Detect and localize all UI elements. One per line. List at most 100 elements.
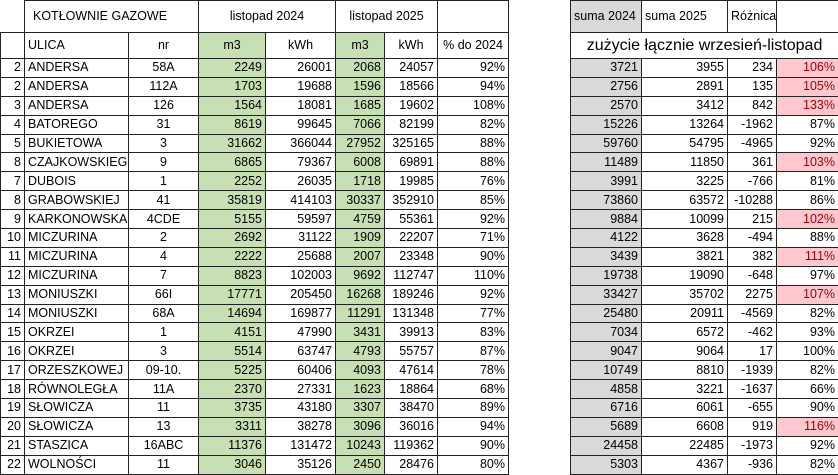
sum-percent: 97% (777, 266, 838, 285)
kwh-2024: 59597 (266, 210, 336, 229)
sum-2024: 10749 (571, 361, 642, 380)
m3-2025: 1623 (336, 380, 385, 399)
sum-2024: 3439 (571, 247, 642, 266)
gap (509, 210, 571, 229)
gap (509, 361, 571, 380)
m3-2024: 31662 (199, 134, 266, 153)
sum-2024: 3721 (571, 59, 642, 78)
difference: 919 (728, 417, 777, 436)
street: SŁOWICZA (25, 417, 129, 436)
m3-2025: 30337 (336, 191, 385, 210)
street: KARKONOWSKA (25, 210, 129, 229)
building-number: 126 (129, 96, 199, 115)
street: ANDERSA (25, 96, 129, 115)
gap (509, 96, 571, 115)
kwh-2025: 352910 (385, 191, 438, 210)
difference: -1973 (728, 436, 777, 455)
column-header: nr (129, 33, 199, 59)
sum-percent: 66% (777, 380, 838, 399)
kwh-2024: 26035 (266, 172, 336, 191)
sum-percent: 90% (777, 399, 838, 418)
sum-percent: 107% (777, 285, 838, 304)
kwh-2024: 131472 (266, 436, 336, 455)
kwh-2025: 36016 (385, 417, 438, 436)
difference: 215 (728, 210, 777, 229)
percent: 88% (438, 134, 509, 153)
sum-2024: 73860 (571, 191, 642, 210)
m3-2025: 27952 (336, 134, 385, 153)
difference: 234 (728, 59, 777, 78)
kwh-2025: 189246 (385, 285, 438, 304)
difference: -10288 (728, 191, 777, 210)
row-number: 15 (1, 323, 25, 342)
percent: 77% (438, 304, 509, 323)
sum-2024: 59760 (571, 134, 642, 153)
m3-2025: 1909 (336, 229, 385, 248)
column-header: kWh (385, 33, 438, 59)
street: MICZURINA (25, 229, 129, 248)
sum-2025: 9064 (642, 342, 728, 361)
kwh-2024: 414103 (266, 191, 336, 210)
percent: 90% (438, 247, 509, 266)
m3-2025: 16268 (336, 285, 385, 304)
street: MICZURINA (25, 266, 129, 285)
sum-2024: 24458 (571, 436, 642, 455)
building-number: 4CDE (129, 210, 199, 229)
m3-2025: 10243 (336, 436, 385, 455)
sum-2025: 10099 (642, 210, 728, 229)
row-number: 3 (1, 96, 25, 115)
difference: -1962 (728, 115, 777, 134)
m3-2025: 2007 (336, 247, 385, 266)
sum-2024: 19738 (571, 266, 642, 285)
kwh-2025: 19602 (385, 96, 438, 115)
difference: 382 (728, 247, 777, 266)
gap (509, 247, 571, 266)
building-number: 112A (129, 77, 199, 96)
sum-2025: 3955 (642, 59, 728, 78)
row-number: 2 (1, 77, 25, 96)
gap (509, 33, 571, 59)
gap (509, 436, 571, 455)
sum-percent: 82% (777, 455, 838, 474)
percent: 108% (438, 96, 509, 115)
kwh-2024: 25688 (266, 247, 336, 266)
sum-2024: 25480 (571, 304, 642, 323)
gap (509, 266, 571, 285)
kwh-2024: 47990 (266, 323, 336, 342)
m3-2024: 2370 (199, 380, 266, 399)
street: ANDERSA (25, 59, 129, 78)
gap (509, 455, 571, 474)
building-number: 3 (129, 134, 199, 153)
row-number: 4 (1, 115, 25, 134)
m3-2024: 2252 (199, 172, 266, 191)
kwh-2025: 23348 (385, 247, 438, 266)
street: RÓWNOLEGŁA (25, 380, 129, 399)
row-number: 13 (1, 285, 25, 304)
sum-2025: 3821 (642, 247, 728, 266)
street: ORZESZKOWEJ (25, 361, 129, 380)
row-number: 21 (1, 436, 25, 455)
row-number: 19 (1, 399, 25, 418)
m3-2024: 6865 (199, 153, 266, 172)
kwh-2025: 18864 (385, 380, 438, 399)
row-number: 9 (1, 210, 25, 229)
percent: 88% (438, 153, 509, 172)
m3-2025: 2068 (336, 59, 385, 78)
m3-2025: 1596 (336, 77, 385, 96)
kwh-2024: 31122 (266, 229, 336, 248)
building-number: 31 (129, 115, 199, 134)
kwh-2025: 28476 (385, 455, 438, 474)
m3-2024: 3311 (199, 417, 266, 436)
building-number: 13 (129, 417, 199, 436)
gap (509, 1, 571, 33)
row-number: 5 (1, 134, 25, 153)
